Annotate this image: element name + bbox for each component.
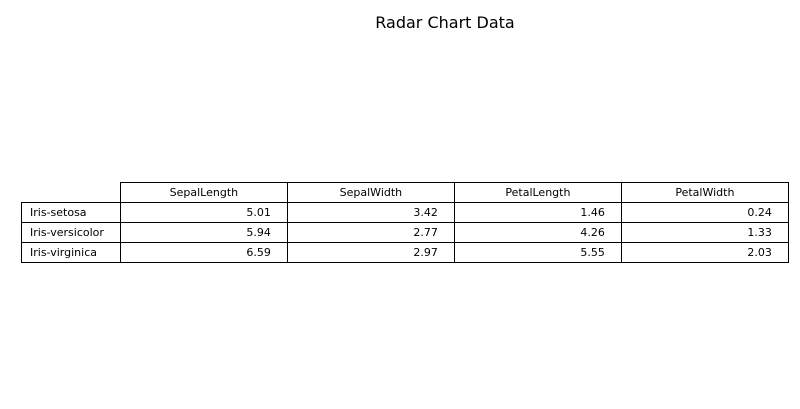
data-table: SepalLength SepalWidth PetalLength Petal… [21,182,789,263]
column-header: SepalWidth [286,182,455,203]
chart-title: Radar Chart Data [375,13,515,32]
column-header: SepalLength [119,182,288,203]
table-cell: 1.33 [620,222,789,243]
table-cell: 1.46 [453,202,622,223]
table-cell: 3.42 [286,202,455,223]
table-cell: 2.03 [620,242,789,263]
table-header-row: SepalLength SepalWidth PetalLength Petal… [21,182,789,203]
table-cell: 5.01 [119,202,288,223]
table-cell: 5.94 [119,222,288,243]
column-header: PetalLength [453,182,622,203]
table-cell: 2.77 [286,222,455,243]
column-header: PetalWidth [620,182,789,203]
table-row: Iris-versicolor 5.94 2.77 4.26 1.33 [21,222,789,243]
table-cell: 2.97 [286,242,455,263]
table-corner-cell [21,182,121,203]
row-label: Iris-virginica [21,242,121,263]
table-cell: 0.24 [620,202,789,223]
table-cell: 4.26 [453,222,622,243]
table-row: Iris-setosa 5.01 3.42 1.46 0.24 [21,202,789,223]
table-cell: 5.55 [453,242,622,263]
row-label: Iris-versicolor [21,222,121,243]
row-label: Iris-setosa [21,202,121,223]
table-row: Iris-virginica 6.59 2.97 5.55 2.03 [21,242,789,263]
table-cell: 6.59 [119,242,288,263]
